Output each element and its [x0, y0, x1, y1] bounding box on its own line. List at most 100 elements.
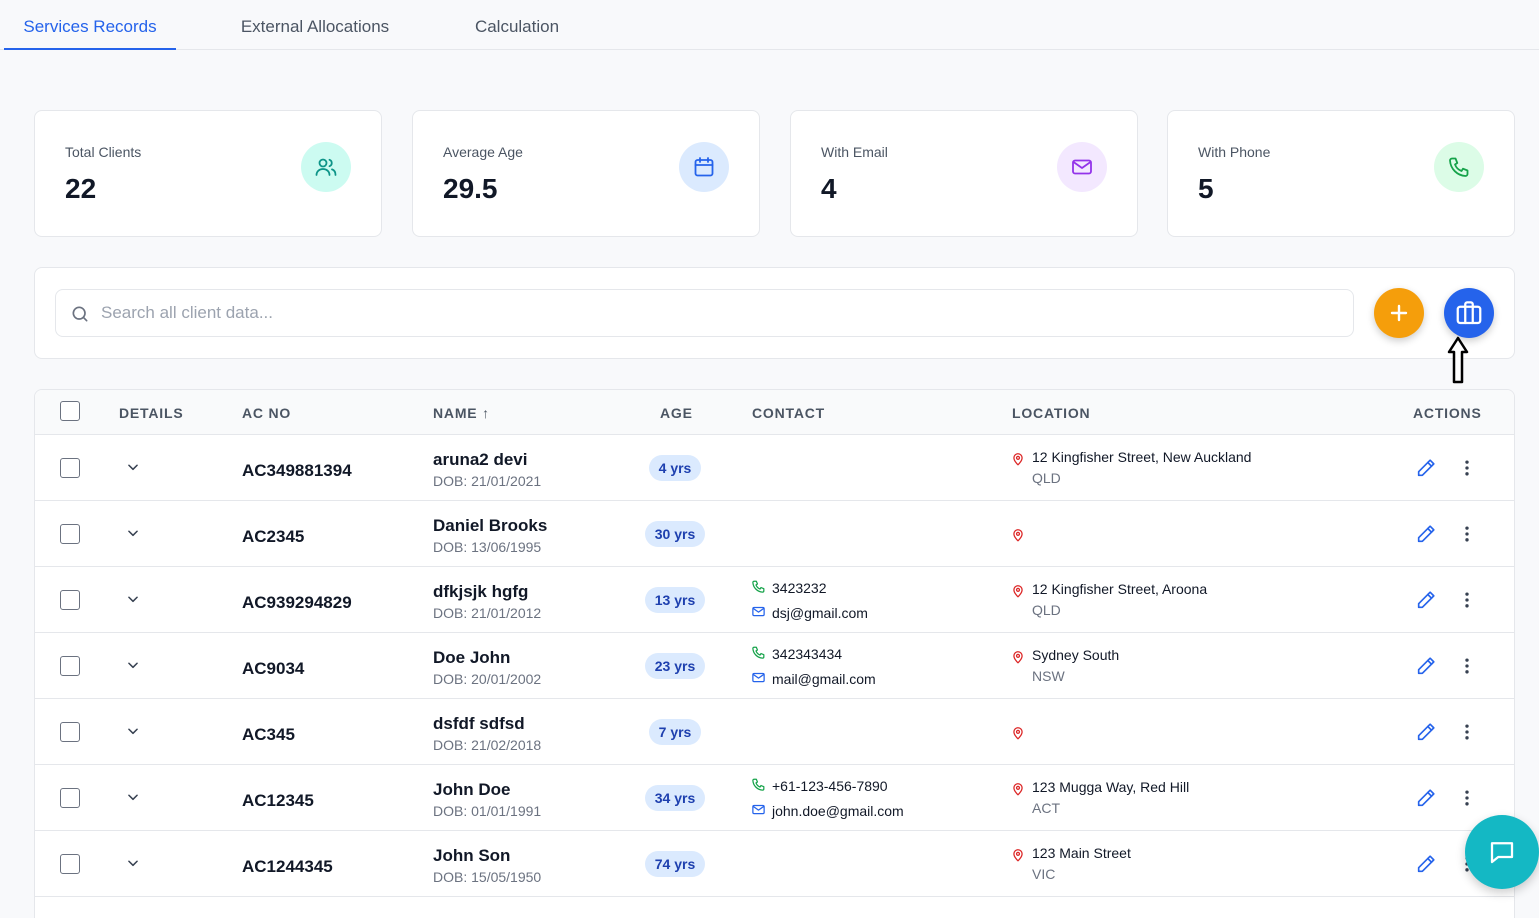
- phone-icon: [751, 579, 766, 597]
- header-age[interactable]: AGE: [660, 405, 693, 421]
- row-ac-no: AC12345: [242, 791, 314, 810]
- search-panel: [34, 267, 1515, 359]
- table-row[interactable]: [35, 897, 1514, 918]
- stat-label: Average Age: [443, 144, 523, 160]
- row-checkbox[interactable]: [60, 722, 80, 742]
- briefcase-button[interactable]: [1444, 288, 1494, 338]
- header-ac-no[interactable]: AC NO: [242, 405, 292, 421]
- chevron-down-icon[interactable]: [126, 460, 140, 479]
- more-vertical-icon[interactable]: [1457, 655, 1477, 682]
- row-checkbox[interactable]: [60, 788, 80, 808]
- location-state: VIC: [1032, 866, 1056, 882]
- stat-value: 22: [65, 173, 97, 204]
- phone-icon: [751, 777, 766, 795]
- row-dob: DOB: 13/06/1995: [433, 539, 542, 555]
- table-row[interactable]: AC1244345 John Son DOB: 15/05/1950 74 yrs 12…: [35, 831, 1514, 897]
- stat-label: With Email: [821, 144, 888, 160]
- row-dob: DOB: 21/01/2012: [433, 605, 542, 621]
- location-address: 123 Mugga Way, Red Hill: [1032, 779, 1190, 795]
- chevron-down-icon[interactable]: [126, 526, 140, 545]
- tab-external-allocations[interactable]: External Allocations: [240, 17, 390, 36]
- phone-text: +61-123-456-7890: [772, 778, 888, 794]
- map-pin-icon: [1011, 649, 1025, 670]
- row-dob: DOB: 21/02/2018: [433, 737, 542, 753]
- chevron-down-icon[interactable]: [126, 790, 140, 809]
- map-pin-icon: [1011, 781, 1025, 802]
- age-badge: 23 yrs: [644, 653, 706, 679]
- edit-icon[interactable]: [1415, 457, 1437, 484]
- stat-card-average-age: Average Age 29.5: [412, 110, 760, 237]
- header-location: LOCATION: [1012, 405, 1091, 421]
- contact-phone: +61-123-456-7890: [751, 777, 888, 795]
- search-input[interactable]: [101, 290, 1331, 336]
- phone-icon: [1434, 142, 1484, 192]
- age-badge: 74 yrs: [644, 851, 706, 877]
- search-box[interactable]: [55, 289, 1354, 337]
- more-vertical-icon[interactable]: [1457, 457, 1477, 484]
- chevron-down-icon[interactable]: [126, 856, 140, 875]
- age-badge: 7 yrs: [648, 719, 702, 745]
- table-row[interactable]: AC9034 Doe John DOB: 20/01/2002 23 yrs 34234…: [35, 633, 1514, 699]
- contact-phone: 3423232: [751, 579, 827, 597]
- row-dob: DOB: 20/01/2002: [433, 671, 542, 687]
- search-icon: [72, 306, 88, 322]
- row-checkbox[interactable]: [60, 524, 80, 544]
- location-address: Sydney South: [1032, 647, 1120, 663]
- header-actions: ACTIONS: [1413, 405, 1482, 421]
- chat-button[interactable]: [1465, 815, 1539, 889]
- chevron-down-icon[interactable]: [126, 658, 140, 677]
- calendar-icon: [679, 142, 729, 192]
- chat-icon: [1490, 842, 1514, 864]
- phone-text: 342343434: [772, 646, 843, 662]
- edit-icon[interactable]: [1415, 523, 1437, 550]
- row-ac-no: AC9034: [242, 659, 305, 678]
- chevron-down-icon[interactable]: [126, 592, 140, 611]
- header-contact: CONTACT: [752, 405, 825, 421]
- map-pin-icon: [1011, 527, 1025, 548]
- row-checkbox[interactable]: [60, 854, 80, 874]
- add-client-button[interactable]: [1374, 288, 1424, 338]
- edit-icon[interactable]: [1415, 787, 1437, 814]
- mail-icon: [751, 670, 766, 688]
- row-ac-no: AC1244345: [242, 857, 333, 876]
- table-row[interactable]: AC349881394 aruna2 devi DOB: 21/01/2021 4 y…: [35, 435, 1514, 501]
- header-name[interactable]: NAME ↑: [433, 405, 490, 421]
- contact-phone: 342343434: [751, 645, 842, 663]
- location-address: 123 Main Street: [1032, 845, 1131, 861]
- briefcase-icon: [1456, 301, 1482, 325]
- edit-icon[interactable]: [1415, 721, 1437, 748]
- phone-icon: [751, 645, 766, 663]
- row-checkbox[interactable]: [60, 458, 80, 478]
- row-name: John Doe: [433, 780, 511, 799]
- stat-value: 5: [1198, 173, 1214, 204]
- tab-services-records[interactable]: Services Records: [4, 0, 176, 50]
- table-row[interactable]: AC12345 John Doe DOB: 01/01/1991 34 yrs +61-…: [35, 765, 1514, 831]
- more-vertical-icon[interactable]: [1457, 523, 1477, 550]
- table-row[interactable]: AC345 dsfdf sdfsd DOB: 21/02/2018 7 yrs: [35, 699, 1514, 765]
- location-state: QLD: [1032, 470, 1061, 486]
- stat-card-with-phone: With Phone 5: [1167, 110, 1515, 237]
- location-state: NSW: [1032, 668, 1065, 684]
- edit-icon[interactable]: [1415, 589, 1437, 616]
- age-badge: 34 yrs: [644, 785, 706, 811]
- row-checkbox[interactable]: [60, 590, 80, 610]
- row-checkbox[interactable]: [60, 656, 80, 676]
- row-ac-no: AC2345: [242, 527, 305, 546]
- edit-icon[interactable]: [1415, 655, 1437, 682]
- chevron-down-icon[interactable]: [126, 724, 140, 743]
- mail-icon: [1057, 142, 1107, 192]
- row-name: John Son: [433, 846, 511, 865]
- more-vertical-icon[interactable]: [1457, 589, 1477, 616]
- more-vertical-icon[interactable]: [1457, 721, 1477, 748]
- table-row[interactable]: AC939294829 dfkjsjk hgfg DOB: 21/01/2012 13…: [35, 567, 1514, 633]
- edit-icon[interactable]: [1415, 853, 1437, 880]
- phone-text: 3423232: [772, 580, 827, 596]
- stat-card-with-email: With Email 4: [790, 110, 1138, 237]
- select-all-checkbox[interactable]: [60, 401, 80, 421]
- arrow-up-icon: [1447, 336, 1469, 384]
- more-vertical-icon[interactable]: [1457, 787, 1477, 814]
- map-pin-icon: [1011, 847, 1025, 868]
- contact-email: dsj@gmail.com: [751, 604, 868, 622]
- tab-calculation[interactable]: Calculation: [474, 17, 560, 36]
- table-row[interactable]: AC2345 Daniel Brooks DOB: 13/06/1995 30 yrs: [35, 501, 1514, 567]
